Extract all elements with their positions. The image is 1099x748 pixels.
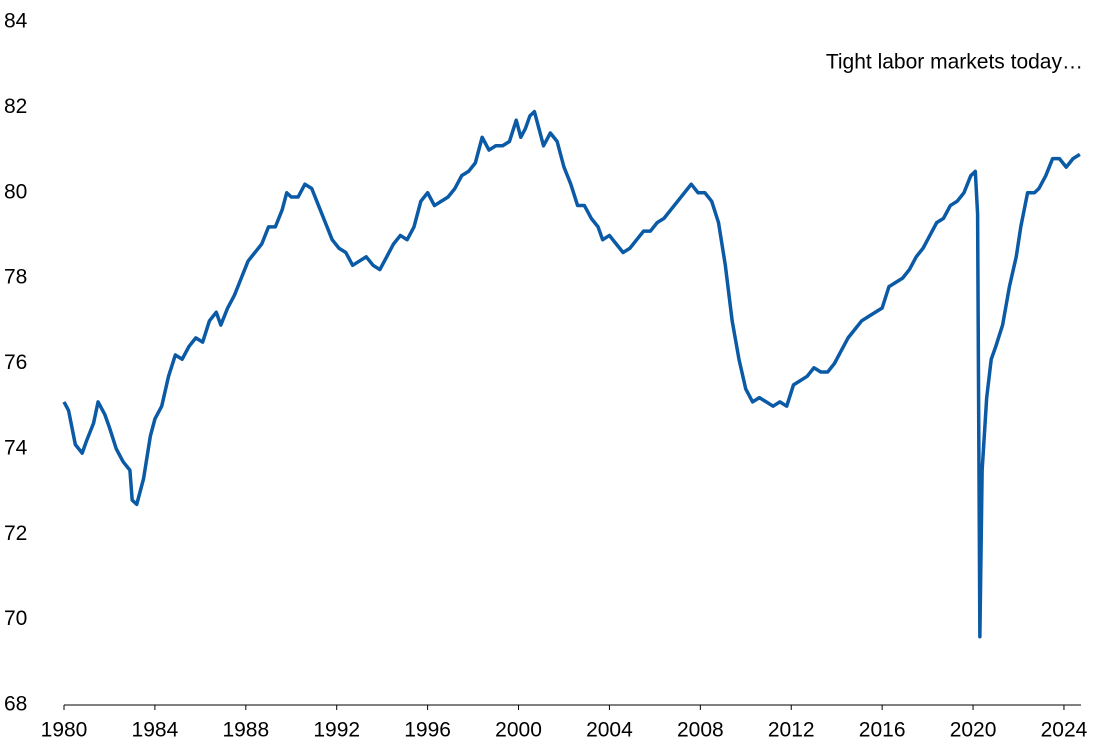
x-tick-label: 2000 [495,719,542,742]
y-tick-label: 84 [4,10,28,33]
y-tick-label: 72 [4,522,27,545]
x-tick-label: 2020 [950,719,997,742]
y-tick-label: 82 [4,95,27,118]
line-series [62,109,1081,639]
y-tick-label: 80 [4,180,27,203]
y-tick-label: 70 [4,607,27,630]
y-tick-label: 78 [4,266,27,289]
y-tick-label: 68 [4,693,27,716]
y-tick-label: 74 [4,436,28,459]
x-tick-label: 1988 [222,719,269,742]
x-tick-label: 1992 [313,719,360,742]
x-tick-label: 1996 [404,719,451,742]
x-tick-label: 1984 [132,719,179,742]
x-tick-label: 2004 [586,719,633,742]
x-tick-label: 1980 [41,719,88,742]
annotation: Tight labor markets today… [826,51,1083,74]
y-tick-label: 76 [4,351,27,374]
x-tick-label: 2016 [859,719,906,742]
x-tick-label: 2012 [768,719,815,742]
x-tick-label: 2024 [1041,719,1088,742]
x-tick-label: 2008 [677,719,724,742]
